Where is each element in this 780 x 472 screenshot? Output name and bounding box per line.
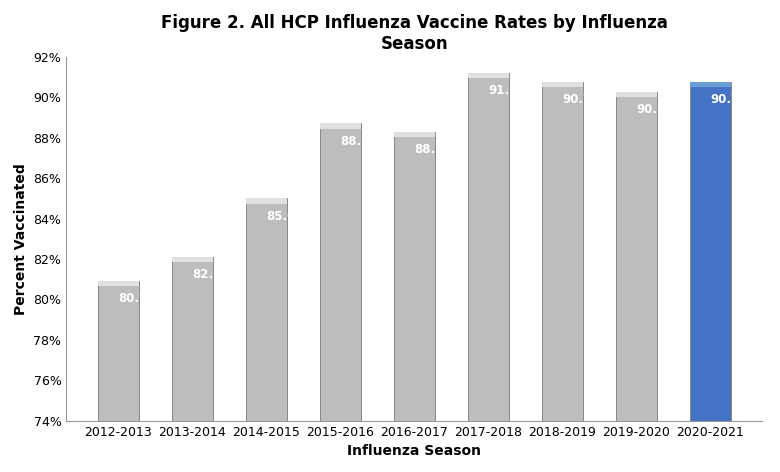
Bar xyxy=(98,281,139,421)
Text: 80.90%: 80.90% xyxy=(119,292,168,305)
Bar xyxy=(690,82,731,87)
X-axis label: Influenza Season: Influenza Season xyxy=(347,444,481,458)
Text: 88.71%: 88.71% xyxy=(340,135,389,148)
Bar xyxy=(172,257,213,262)
Bar xyxy=(468,73,509,78)
Bar xyxy=(246,198,286,203)
Bar xyxy=(542,82,583,421)
Bar xyxy=(246,198,286,421)
Text: 85.00%: 85.00% xyxy=(266,210,315,223)
Bar xyxy=(394,132,434,421)
Bar xyxy=(320,124,360,128)
Text: 82.11%: 82.11% xyxy=(193,268,241,281)
Bar xyxy=(690,82,731,421)
Bar xyxy=(616,92,657,97)
Text: 90.77%: 90.77% xyxy=(711,93,759,106)
Text: 91.19%: 91.19% xyxy=(488,84,537,98)
Text: 90.76%: 90.76% xyxy=(562,93,612,106)
Y-axis label: Percent Vaccinated: Percent Vaccinated xyxy=(14,163,28,315)
Title: Figure 2. All HCP Influenza Vaccine Rates by Influenza
Season: Figure 2. All HCP Influenza Vaccine Rate… xyxy=(161,14,668,53)
Text: 90.26%: 90.26% xyxy=(636,103,686,116)
Bar xyxy=(172,257,213,421)
Bar xyxy=(98,281,139,287)
Text: 88.30%: 88.30% xyxy=(414,143,463,156)
Bar xyxy=(394,132,434,137)
Bar xyxy=(468,73,509,421)
Bar xyxy=(616,92,657,421)
Bar xyxy=(542,82,583,87)
Bar xyxy=(320,124,360,421)
